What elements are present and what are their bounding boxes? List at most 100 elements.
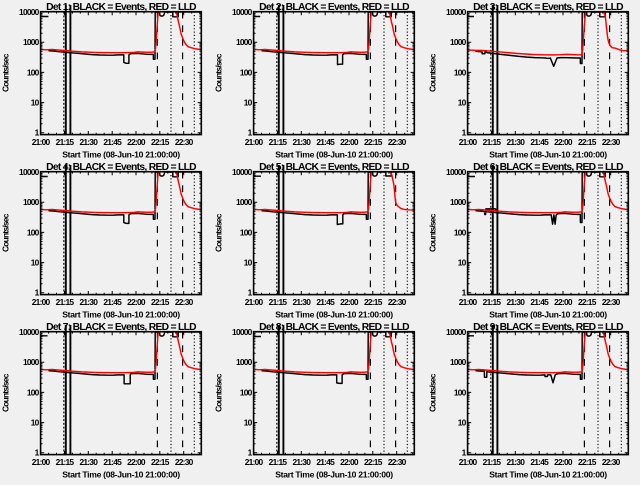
svg-text:Det 8: BLACK = Events, RED = L: Det 8: BLACK = Events, RED = LLD — [259, 322, 409, 333]
svg-text:21:45: 21:45 — [316, 297, 335, 307]
svg-text:21:45: 21:45 — [530, 457, 549, 467]
svg-text:1000: 1000 — [450, 357, 467, 367]
svg-text:21:30: 21:30 — [79, 137, 98, 147]
svg-text:1: 1 — [248, 288, 253, 298]
svg-text:22:15: 22:15 — [578, 457, 597, 467]
svg-text:Det 9: BLACK = Events, RED = L: Det 9: BLACK = Events, RED = LLD — [473, 322, 623, 333]
svg-text:21:00: 21:00 — [245, 297, 264, 307]
svg-text:1000: 1000 — [450, 37, 467, 47]
svg-text:Det 7: BLACK = Events, RED = L: Det 7: BLACK = Events, RED = LLD — [46, 322, 196, 333]
svg-text:Counts/sec: Counts/sec — [428, 373, 438, 412]
svg-text:22:30: 22:30 — [388, 457, 407, 467]
svg-text:21:30: 21:30 — [79, 297, 98, 307]
svg-text:21:15: 21:15 — [483, 137, 502, 147]
svg-text:1000: 1000 — [23, 357, 40, 367]
svg-text:10000: 10000 — [232, 327, 253, 337]
svg-text:22:15: 22:15 — [578, 297, 597, 307]
svg-text:1: 1 — [462, 128, 467, 138]
svg-text:21:15: 21:15 — [56, 297, 75, 307]
svg-text:100: 100 — [240, 67, 253, 77]
svg-text:21:30: 21:30 — [292, 137, 311, 147]
svg-text:21:45: 21:45 — [530, 297, 549, 307]
svg-text:1: 1 — [248, 448, 253, 458]
svg-text:21:00: 21:00 — [459, 137, 478, 147]
svg-text:22:15: 22:15 — [364, 297, 383, 307]
svg-text:22:15: 22:15 — [578, 137, 597, 147]
svg-text:Det 1: BLACK = Events, RED = L: Det 1: BLACK = Events, RED = LLD — [46, 2, 196, 13]
svg-text:Det 6: BLACK = Events, RED = L: Det 6: BLACK = Events, RED = LLD — [473, 162, 623, 173]
svg-text:100: 100 — [240, 227, 253, 237]
svg-text:Start Time (08-Jun-10 21:00:00: Start Time (08-Jun-10 21:00:00) — [62, 309, 180, 319]
svg-text:21:30: 21:30 — [79, 457, 98, 467]
svg-text:22:00: 22:00 — [340, 137, 359, 147]
svg-text:1: 1 — [248, 128, 253, 138]
svg-text:21:30: 21:30 — [506, 297, 525, 307]
svg-text:22:00: 22:00 — [127, 137, 146, 147]
svg-text:10: 10 — [458, 98, 467, 108]
svg-text:22:00: 22:00 — [340, 457, 359, 467]
svg-text:1: 1 — [35, 128, 40, 138]
svg-text:22:30: 22:30 — [175, 457, 194, 467]
svg-text:22:15: 22:15 — [364, 457, 383, 467]
svg-text:22:30: 22:30 — [388, 297, 407, 307]
svg-text:10000: 10000 — [19, 167, 40, 177]
svg-text:22:00: 22:00 — [127, 297, 146, 307]
svg-text:Counts/sec: Counts/sec — [1, 213, 11, 252]
svg-text:Start Time (08-Jun-10 21:00:00: Start Time (08-Jun-10 21:00:00) — [489, 149, 607, 159]
svg-text:21:15: 21:15 — [56, 137, 75, 147]
svg-text:10: 10 — [458, 258, 467, 268]
svg-text:21:45: 21:45 — [103, 297, 122, 307]
svg-text:1000: 1000 — [236, 357, 253, 367]
svg-text:100: 100 — [454, 67, 467, 77]
svg-text:Start Time (08-Jun-10 21:00:00: Start Time (08-Jun-10 21:00:00) — [275, 149, 393, 159]
svg-text:22:30: 22:30 — [388, 137, 407, 147]
svg-text:10: 10 — [458, 418, 467, 428]
svg-text:21:00: 21:00 — [32, 457, 51, 467]
svg-text:Start Time (08-Jun-10 21:00:00: Start Time (08-Jun-10 21:00:00) — [489, 469, 607, 479]
svg-text:Start Time (08-Jun-10 21:00:00: Start Time (08-Jun-10 21:00:00) — [489, 309, 607, 319]
svg-text:10000: 10000 — [19, 7, 40, 17]
svg-text:Det 3: BLACK = Events, RED = L: Det 3: BLACK = Events, RED = LLD — [473, 2, 623, 13]
svg-text:22:30: 22:30 — [602, 137, 621, 147]
svg-text:Counts/sec: Counts/sec — [214, 373, 224, 412]
svg-text:22:00: 22:00 — [554, 457, 573, 467]
svg-text:1: 1 — [35, 448, 40, 458]
svg-text:10: 10 — [244, 98, 253, 108]
svg-text:10000: 10000 — [19, 327, 40, 337]
svg-text:21:00: 21:00 — [245, 137, 264, 147]
svg-text:21:45: 21:45 — [316, 137, 335, 147]
svg-text:21:30: 21:30 — [506, 137, 525, 147]
svg-text:22:15: 22:15 — [151, 137, 170, 147]
svg-text:1: 1 — [462, 448, 467, 458]
svg-text:21:00: 21:00 — [459, 297, 478, 307]
svg-text:21:15: 21:15 — [269, 457, 288, 467]
svg-text:22:30: 22:30 — [175, 137, 194, 147]
svg-text:1000: 1000 — [23, 197, 40, 207]
svg-text:Start Time (08-Jun-10 21:00:00: Start Time (08-Jun-10 21:00:00) — [62, 149, 180, 159]
svg-text:Counts/sec: Counts/sec — [428, 213, 438, 252]
svg-text:21:45: 21:45 — [316, 457, 335, 467]
svg-text:22:00: 22:00 — [554, 137, 573, 147]
svg-text:10000: 10000 — [446, 327, 467, 337]
svg-text:100: 100 — [454, 227, 467, 237]
svg-text:10: 10 — [244, 418, 253, 428]
svg-text:Counts/sec: Counts/sec — [1, 53, 11, 92]
svg-text:10: 10 — [244, 258, 253, 268]
svg-text:22:15: 22:15 — [151, 297, 170, 307]
svg-text:21:15: 21:15 — [56, 457, 75, 467]
svg-text:22:30: 22:30 — [602, 297, 621, 307]
svg-text:Det 2: BLACK = Events, RED = L: Det 2: BLACK = Events, RED = LLD — [259, 2, 409, 13]
svg-text:22:15: 22:15 — [151, 457, 170, 467]
svg-text:1: 1 — [35, 288, 40, 298]
svg-text:Counts/sec: Counts/sec — [214, 213, 224, 252]
svg-text:21:00: 21:00 — [459, 457, 478, 467]
svg-text:21:30: 21:30 — [506, 457, 525, 467]
svg-text:1000: 1000 — [23, 37, 40, 47]
svg-text:100: 100 — [27, 67, 40, 77]
svg-text:22:00: 22:00 — [554, 297, 573, 307]
svg-text:21:00: 21:00 — [245, 457, 264, 467]
svg-text:21:45: 21:45 — [530, 137, 549, 147]
svg-text:22:30: 22:30 — [175, 297, 194, 307]
svg-text:10: 10 — [31, 258, 40, 268]
svg-text:21:45: 21:45 — [103, 137, 122, 147]
